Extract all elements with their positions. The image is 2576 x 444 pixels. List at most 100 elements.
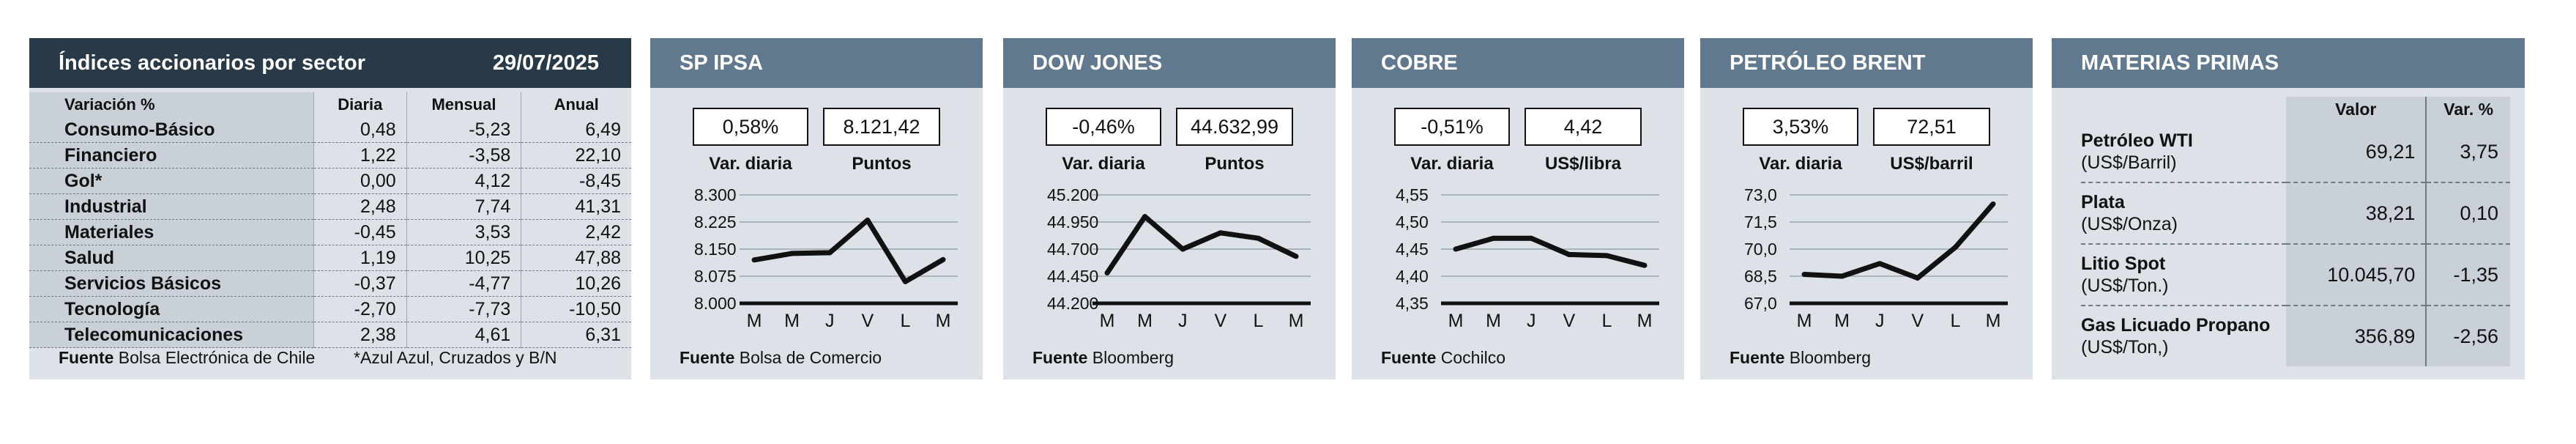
row-anual: 22,10 xyxy=(521,142,631,169)
commodity-name: Gas Licuado Propano xyxy=(2081,315,2271,336)
y-tick-label: 4,35 xyxy=(1396,294,1429,313)
list-item: Petróleo WTI (US$/Barril) 69,21 3,75 xyxy=(2081,122,2510,183)
data-point xyxy=(902,278,908,284)
daily-change-box: -0,46% xyxy=(1046,108,1161,146)
line-chart: 44.200 44.450 44.700 44.950 45.200 M M J V L M xyxy=(1047,185,1311,331)
commodity-var: 3,75 xyxy=(2425,122,2510,183)
daily-change-box: -0,51% xyxy=(1394,108,1510,146)
chart-title: SP IPSA xyxy=(680,51,763,75)
value-box: 8.121,42 xyxy=(823,108,940,146)
row-name: Telecomunicaciones xyxy=(29,322,314,348)
commodity-valor: 10.045,70 xyxy=(2286,244,2427,306)
x-tick-label: V xyxy=(1911,311,1924,331)
x-tick-label: M xyxy=(1486,311,1501,331)
data-point xyxy=(1566,251,1572,257)
row-mensual: -3,58 xyxy=(406,142,521,169)
value-box: 4,42 xyxy=(1525,108,1642,146)
sector-index-panel: Índices accionarios por sector 29/07/202… xyxy=(29,38,631,380)
row-anual: 47,88 xyxy=(521,245,631,271)
value-box: 72,51 xyxy=(1873,108,1990,146)
data-point xyxy=(1180,246,1185,252)
daily-change-label: Var. diaria xyxy=(709,154,792,174)
y-tick-label: 4,55 xyxy=(1396,185,1429,204)
col-var: Var. % xyxy=(2425,97,2510,122)
x-tick-label: M xyxy=(747,311,762,331)
footer-source: Bolsa Electrónica de Chile xyxy=(118,348,316,367)
commodity-valor: 38,21 xyxy=(2286,182,2427,245)
chart-panel: COBRE -0,51% 4,42 Var. diaria US$/libra 4,35 4… xyxy=(1352,38,1684,380)
commodity-name-cell: Gas Licuado Propano (US$/Ton,) xyxy=(2081,306,2286,366)
value-label: Puntos xyxy=(1205,154,1265,174)
col-variacion: Variación % xyxy=(29,92,314,117)
chart-panel: DOW JONES -0,46% 44.632,99 Var. diaria Punto… xyxy=(1003,38,1336,380)
table-row: Gol* 0,00 4,12 -8,45 xyxy=(29,168,631,194)
x-tick-label: L xyxy=(1601,311,1612,331)
data-point xyxy=(827,250,833,256)
chart-header: COBRE xyxy=(1352,38,1684,88)
row-anual: 6,49 xyxy=(521,117,631,143)
chart-panel: PETRÓLEO BRENT 3,53% 72,51 Var. diaria US$/b… xyxy=(1700,38,2033,380)
commodity-var: -1,35 xyxy=(2425,244,2510,306)
x-tick-label: V xyxy=(861,311,874,331)
x-tick-label: M xyxy=(1797,311,1812,331)
commodities-header-row: Valor Var. % xyxy=(2081,97,2510,122)
chart-footer: Fuente Bolsa de Comercio xyxy=(680,348,882,368)
data-point xyxy=(1104,270,1110,276)
y-tick-label: 4,50 xyxy=(1396,212,1429,232)
row-name: Tecnología xyxy=(29,296,314,322)
y-tick-label: 44.950 xyxy=(1047,212,1098,232)
chart-panel: SP IPSA 0,58% 8.121,42 Var. diaria Puntos 8.0… xyxy=(650,38,983,380)
data-point xyxy=(1255,235,1261,241)
row-mensual: 10,25 xyxy=(406,245,521,271)
row-name: Financiero xyxy=(29,142,314,169)
commodity-unit: (US$/Onza) xyxy=(2081,214,2178,234)
table-row: Materiales -0,45 3,53 2,42 xyxy=(29,219,631,245)
data-point xyxy=(1642,262,1648,268)
y-tick-label: 8.075 xyxy=(694,267,737,286)
y-tick-label: 44.200 xyxy=(1047,294,1098,313)
x-tick-label: J xyxy=(1178,311,1188,331)
row-name: Salud xyxy=(29,245,314,271)
data-point xyxy=(1293,254,1299,259)
sector-index-table: Variación % Diaria Mensual Anual Consumo… xyxy=(29,92,631,348)
y-tick-label: 8.150 xyxy=(694,240,737,259)
col-anual: Anual xyxy=(521,92,631,117)
value-label: Puntos xyxy=(852,154,912,174)
footer-label: Fuente xyxy=(1381,348,1437,367)
daily-change-label: Var. diaria xyxy=(1759,154,1842,174)
chart-title: PETRÓLEO BRENT xyxy=(1730,51,1926,75)
line-chart: 67,0 68,5 70,0 71,5 73,0 M M J V L M xyxy=(1744,185,2008,331)
data-point xyxy=(1952,245,1958,251)
row-mensual: 4,61 xyxy=(406,322,521,348)
data-point xyxy=(1142,214,1148,220)
x-tick-label: M xyxy=(1637,311,1653,331)
data-point xyxy=(1915,275,1921,281)
footer-label: Fuente xyxy=(1032,348,1088,367)
x-tick-label: M xyxy=(1289,311,1304,331)
footer-source: Bloomberg xyxy=(1789,348,1872,367)
data-point xyxy=(940,256,946,262)
commodity-unit: (US$/Ton.) xyxy=(2081,275,2169,296)
y-tick-label: 8.000 xyxy=(694,294,737,313)
data-point xyxy=(865,218,871,223)
x-tick-label: L xyxy=(1253,311,1263,331)
x-tick-label: J xyxy=(1527,311,1536,331)
footer-note: *Azul Azul, Cruzados y B/N xyxy=(354,348,557,367)
sector-index-title: Índices accionarios por sector xyxy=(59,51,366,75)
commodity-unit: (US$/Barril) xyxy=(2081,152,2177,173)
commodity-valor: 69,21 xyxy=(2286,122,2427,183)
row-mensual: 7,74 xyxy=(406,193,521,220)
row-mensual: -5,23 xyxy=(406,117,521,143)
line-chart: 4,35 4,40 4,45 4,50 4,55 M M J V L M xyxy=(1396,185,1659,331)
x-tick-label: M xyxy=(784,311,800,331)
data-point xyxy=(751,257,757,263)
x-tick-label: L xyxy=(1950,311,1960,331)
y-tick-label: 71,5 xyxy=(1744,212,1777,232)
commodity-valor: 356,89 xyxy=(2286,306,2427,366)
chart-title: COBRE xyxy=(1381,51,1458,75)
chart-header: DOW JONES xyxy=(1003,38,1336,88)
daily-change-box: 0,58% xyxy=(693,108,808,146)
data-point xyxy=(1877,261,1883,267)
data-point xyxy=(1801,272,1807,278)
y-tick-label: 4,40 xyxy=(1396,267,1429,286)
